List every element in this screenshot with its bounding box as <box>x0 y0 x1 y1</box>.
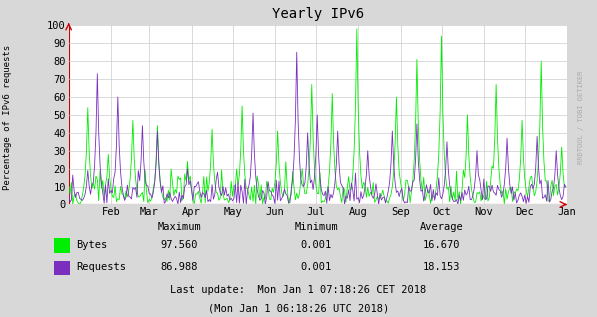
Text: 18.153: 18.153 <box>423 262 460 272</box>
Text: 86.988: 86.988 <box>161 262 198 272</box>
Text: Maximum: Maximum <box>157 222 201 232</box>
Text: Requests: Requests <box>76 262 126 272</box>
Title: Yearly IPv6: Yearly IPv6 <box>272 7 364 22</box>
Text: Average: Average <box>420 222 464 232</box>
Text: 16.670: 16.670 <box>423 240 460 250</box>
Text: (Mon Jan 1 06:18:26 UTC 2018): (Mon Jan 1 06:18:26 UTC 2018) <box>208 303 389 313</box>
Text: RRDTOOL / TOBI OETIKER: RRDTOOL / TOBI OETIKER <box>578 71 584 164</box>
Text: 0.001: 0.001 <box>301 240 332 250</box>
Text: Percentage of IPv6 requests: Percentage of IPv6 requests <box>3 45 13 190</box>
Text: 97.560: 97.560 <box>161 240 198 250</box>
Text: Minimum: Minimum <box>294 222 338 232</box>
Text: Bytes: Bytes <box>76 240 107 250</box>
Text: Last update:  Mon Jan 1 07:18:26 CET 2018: Last update: Mon Jan 1 07:18:26 CET 2018 <box>170 285 427 295</box>
Text: 0.001: 0.001 <box>301 262 332 272</box>
